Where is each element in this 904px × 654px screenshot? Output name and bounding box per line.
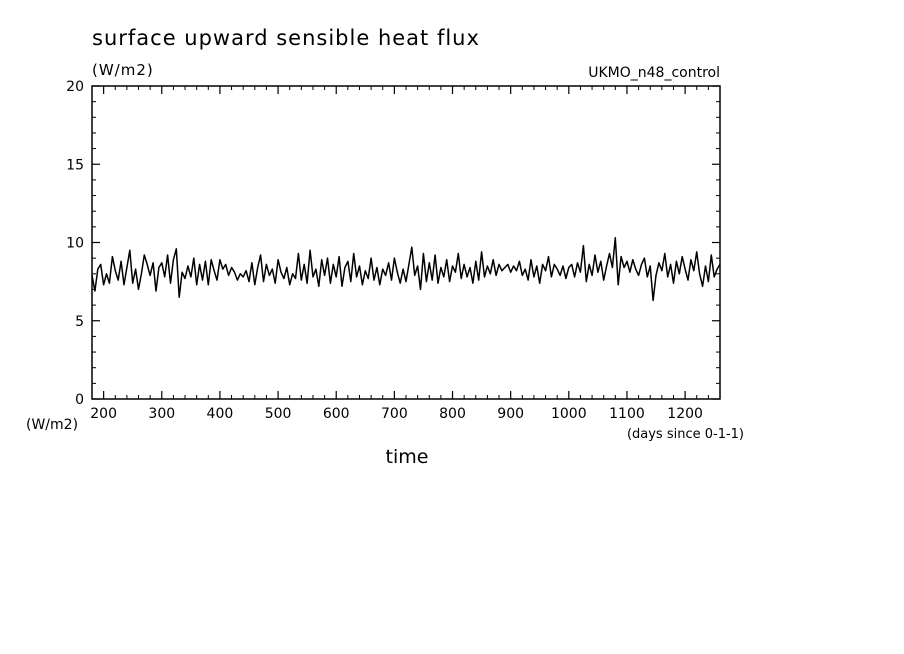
x-axis-label: time [386,446,429,468]
series-line [91,237,721,302]
chart-title: surface upward sensible heat flux [92,26,480,50]
x-tick-label: 900 [497,406,524,422]
x-tick-label: 600 [323,406,350,422]
x-tick-label: 300 [148,406,175,422]
x-tick-label: 400 [207,406,234,422]
y-tick-label: 5 [75,314,84,330]
y-tick-label: 10 [66,236,84,252]
y-axis: 0 5 10 15 20 [66,79,720,408]
minor-ticks [91,86,721,399]
x-axis-units-label: (days since 0-1-1) [627,427,744,442]
y-axis-label: (W/m2) [26,417,78,433]
dataset-label: UKMO_n48_control [588,65,720,81]
y-tick-label: 15 [66,157,84,173]
units-label: (W/m2) [92,61,154,79]
x-tick-label: 700 [381,406,408,422]
x-tick-label: 200 [90,406,117,422]
x-tick-label: 1100 [609,406,645,422]
x-tick-label: 1200 [667,406,703,422]
x-tick-label: 1000 [551,406,587,422]
y-tick-label: 20 [66,79,84,95]
x-axis: 200 300 400 500 600 700 800 900 1000 1100 1200 [90,86,703,422]
plot-frame [91,85,721,400]
x-tick-label: 500 [265,406,292,422]
series-layer [91,237,721,302]
x-tick-label: 800 [439,406,466,422]
y-tick-label: 0 [75,392,84,408]
